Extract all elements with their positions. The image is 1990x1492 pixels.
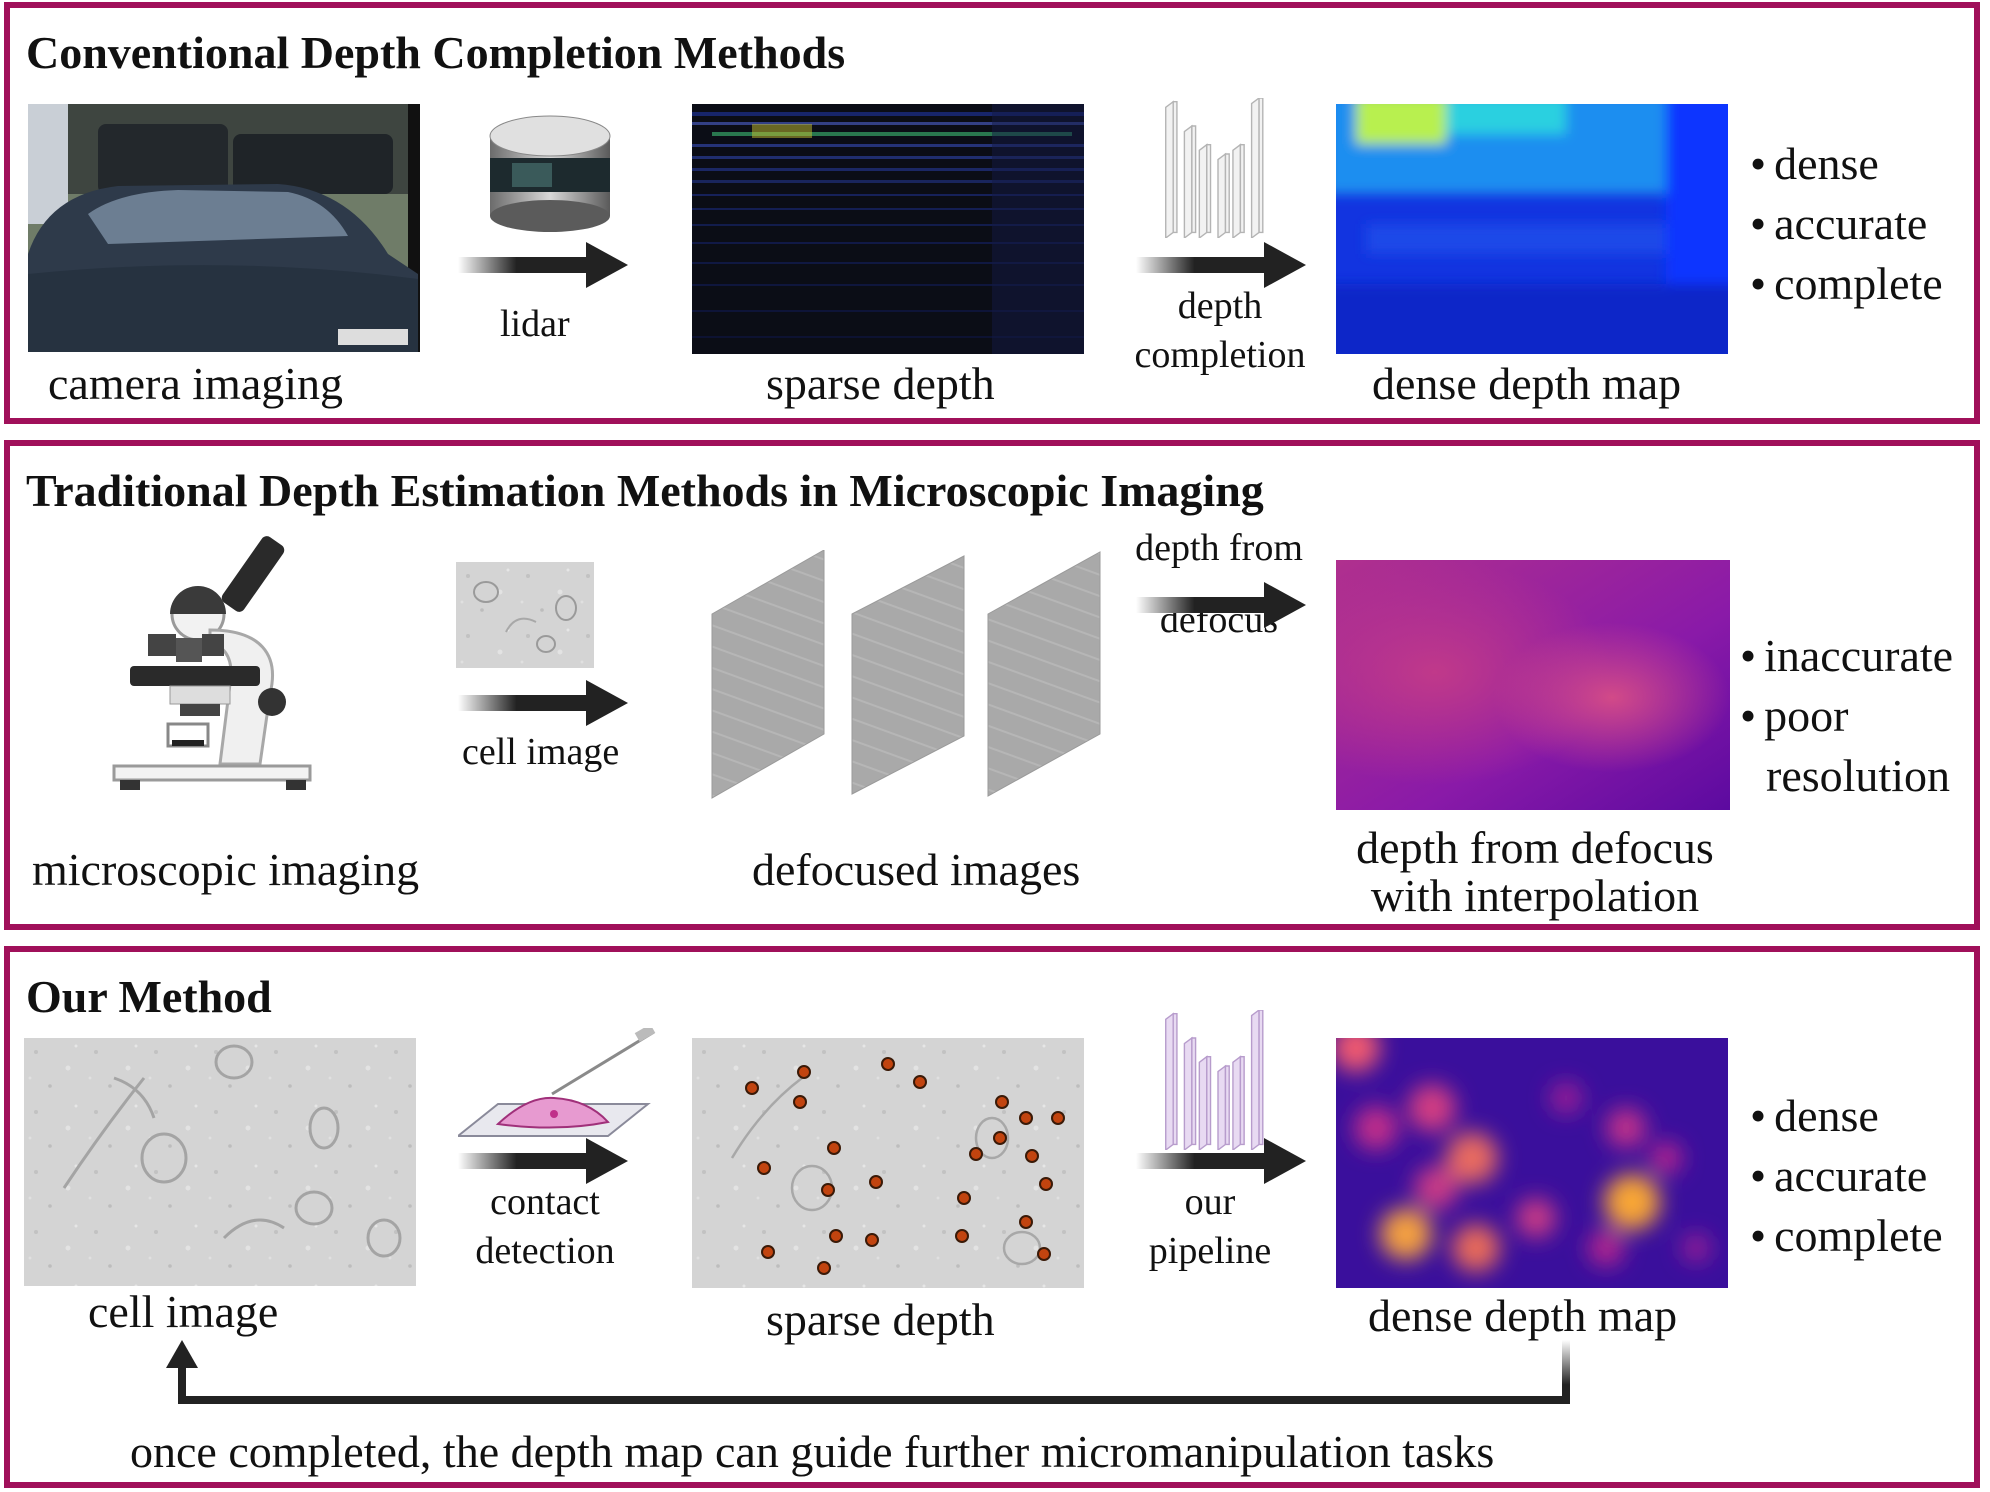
bullet-list: inaccurate poor resolution <box>1740 626 1953 806</box>
network-icon <box>1158 1010 1278 1150</box>
label-lidar: lidar <box>500 303 570 345</box>
sparse-depth-image <box>692 104 1084 354</box>
bullet-item: dense <box>1750 1086 1943 1146</box>
depth-from-defocus-map <box>1336 560 1730 810</box>
panel-title: Our Method <box>26 971 272 1022</box>
label-our-pipeline: our pipeline <box>1148 1181 1272 1273</box>
arrow-depth-from-defocus <box>1136 580 1306 630</box>
caption-depth-from-defocus: depth from defocus with interpolation <box>1356 822 1714 922</box>
panel-title: Traditional Depth Estimation Methods in … <box>26 465 1264 516</box>
bullet-item: accurate <box>1750 1146 1943 1206</box>
camera-image <box>28 104 420 352</box>
caption-camera-imaging: camera imaging <box>48 358 344 409</box>
label-depth-completion: depth completion <box>1134 285 1306 377</box>
caption-sparse-depth: sparse depth <box>766 1294 995 1345</box>
caption-dense-depth-map: dense depth map <box>1368 1290 1678 1341</box>
microscope-icon <box>110 534 330 804</box>
bullet-list: dense accurate complete <box>1750 1086 1943 1266</box>
micromanipulator-icon <box>458 1028 658 1148</box>
caption-defocused-images: defocused images <box>752 844 1081 895</box>
arrow-cell-image <box>458 678 628 728</box>
panel-conventional: Conventional Depth Completion Methods ca… <box>4 2 1980 424</box>
defocused-images-stack <box>711 550 1101 799</box>
bullet-item: complete <box>1750 1206 1943 1266</box>
bullet-item: accurate <box>1750 194 1943 254</box>
bullet-item: inaccurate <box>1740 626 1953 686</box>
cell-image <box>24 1038 416 1286</box>
bullet-item: poor <box>1740 686 1953 746</box>
panel-traditional: Traditional Depth Estimation Methods in … <box>4 440 1980 930</box>
label-cell-image: cell image <box>462 731 620 773</box>
network-icon <box>1158 98 1278 238</box>
caption-dense-depth-map: dense depth map <box>1372 358 1682 409</box>
panel-title: Conventional Depth Completion Methods <box>26 27 846 78</box>
caption-cell-image: cell image <box>88 1286 279 1337</box>
bullet-item: complete <box>1750 254 1943 314</box>
bullet-item-continuation: resolution <box>1766 750 1950 801</box>
panel-our-method: Our Method cell image contact detection <box>4 946 1980 1488</box>
bullet-list: dense accurate complete <box>1750 134 1943 314</box>
sparse-depth-image <box>692 1038 1084 1288</box>
cell-image-thumbnail <box>456 562 594 668</box>
dense-depth-map-image <box>1336 1038 1728 1288</box>
caption-microscopic-imaging: microscopic imaging <box>32 844 420 895</box>
caption-sparse-depth: sparse depth <box>766 358 995 409</box>
dense-depth-map-image <box>1336 104 1728 354</box>
arrow-lidar <box>458 240 628 290</box>
bullet-item: dense <box>1750 134 1943 194</box>
footer-caption: once completed, the depth map can guide … <box>130 1426 1495 1477</box>
lidar-sensor-icon <box>482 108 618 236</box>
label-contact-detection: contact detection <box>475 1181 615 1273</box>
feedback-loop-arrow <box>166 1340 1570 1404</box>
